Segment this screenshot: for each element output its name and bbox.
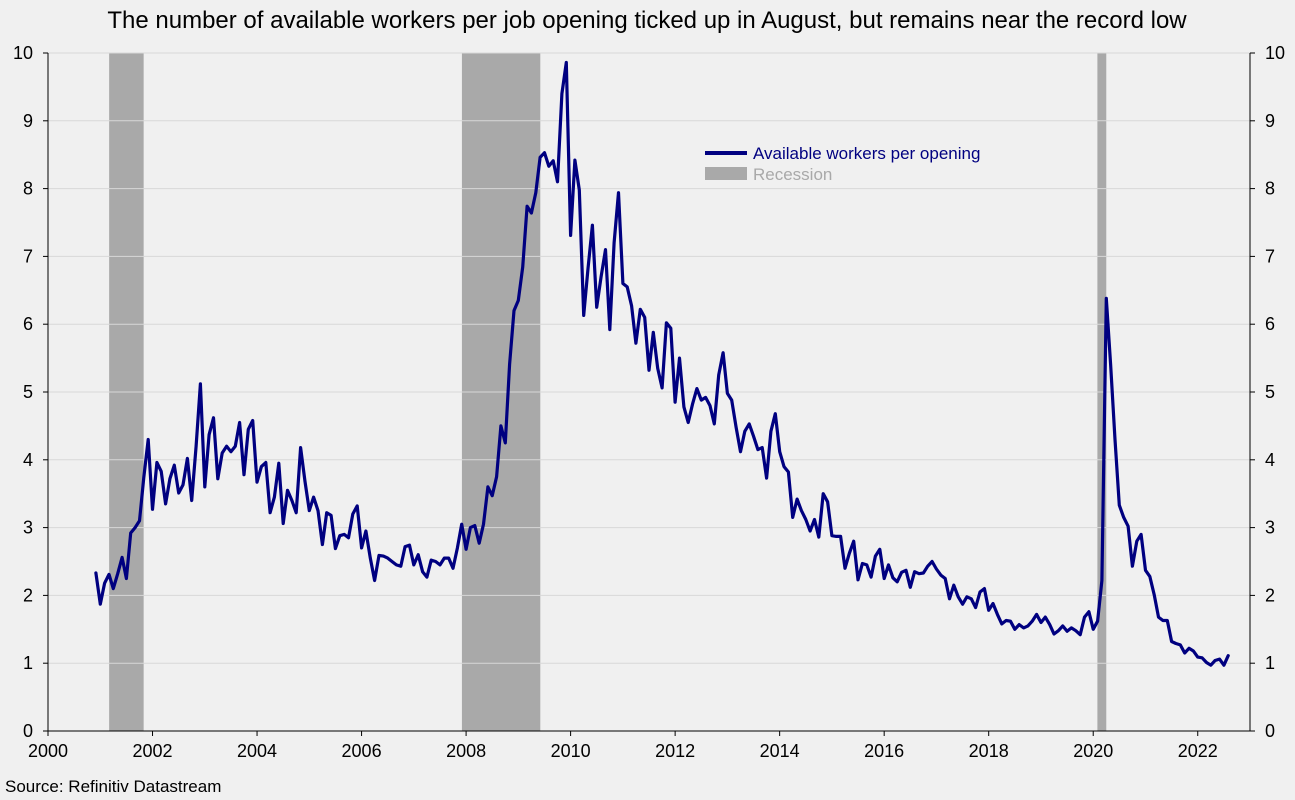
y-tick-right-0: 0: [1265, 721, 1275, 741]
y-tick-left-1: 1: [23, 653, 33, 673]
y-tick-right-7: 7: [1265, 246, 1275, 266]
x-tick-2016: 2016: [864, 741, 904, 761]
x-tick-2022: 2022: [1178, 741, 1218, 761]
y-tick-left-4: 4: [23, 450, 33, 470]
x-tick-2020: 2020: [1073, 741, 1113, 761]
x-tick-2018: 2018: [969, 741, 1009, 761]
x-tick-2006: 2006: [342, 741, 382, 761]
series-line-available-workers: [94, 60, 1230, 667]
y-tick-left-8: 8: [23, 179, 33, 199]
plot-area: 0 0 1 1 2 2 3 3 4 4 5 5 6 6 7 7 8 8 9 9 10 10 2000 2002 2004 2006…: [13, 43, 1285, 761]
y-tick-right-2: 2: [1265, 585, 1275, 605]
legend: Available workers per opening Recession: [705, 144, 980, 184]
x-tick-2010: 2010: [551, 741, 591, 761]
y-tick-right-4: 4: [1265, 450, 1275, 470]
legend-swatch-recession: [705, 167, 747, 180]
chart-source: Source: Refinitiv Datastream: [5, 777, 221, 796]
legend-label-recession: Recession: [753, 165, 832, 184]
x-tick-2012: 2012: [655, 741, 695, 761]
y-tick-right-3: 3: [1265, 518, 1275, 538]
y-tick-right-9: 9: [1265, 111, 1275, 131]
x-tick-2004: 2004: [237, 741, 277, 761]
y-tick-left-10: 10: [13, 43, 33, 63]
chart-title: The number of available workers per job …: [107, 7, 1187, 34]
y-tick-left-2: 2: [23, 585, 33, 605]
y-tick-left-6: 6: [23, 314, 33, 334]
legend-label-series: Available workers per opening: [753, 144, 980, 163]
y-tick-right-5: 5: [1265, 382, 1275, 402]
y-tick-left-9: 9: [23, 111, 33, 131]
y-tick-left-5: 5: [23, 382, 33, 402]
y-tick-right-1: 1: [1265, 653, 1275, 673]
y-tick-left-0: 0: [23, 721, 33, 741]
x-tick-2008: 2008: [446, 741, 486, 761]
x-tick-2002: 2002: [132, 741, 172, 761]
y-tick-left-7: 7: [23, 246, 33, 266]
y-tick-left-3: 3: [23, 518, 33, 538]
y-tick-right-6: 6: [1265, 314, 1275, 334]
y-tick-right-8: 8: [1265, 179, 1275, 199]
x-tick-2000: 2000: [28, 741, 68, 761]
x-tick-2014: 2014: [760, 741, 800, 761]
y-tick-right-10: 10: [1265, 43, 1285, 63]
